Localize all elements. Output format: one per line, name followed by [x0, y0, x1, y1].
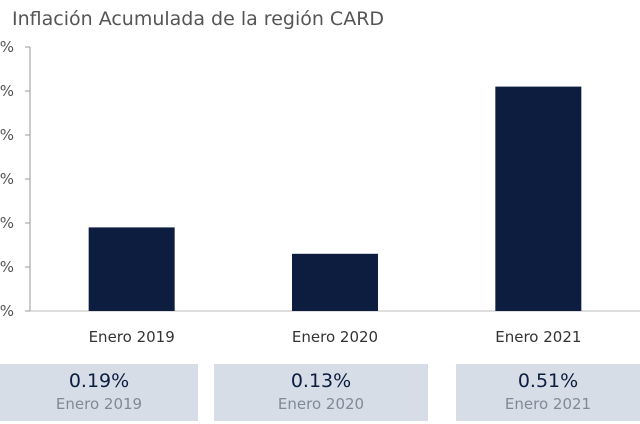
bar [88, 227, 175, 311]
y-tick-label: % [0, 38, 14, 56]
summary-card-2021: 0.51% Enero 2021 [456, 364, 640, 421]
summary-label: Enero 2019 [55, 395, 143, 413]
y-tick-label: % [0, 126, 14, 144]
summary-label: Enero 2021 [504, 395, 592, 413]
x-category-label: Enero 2020 [292, 328, 378, 346]
y-tick-label: % [0, 170, 14, 188]
y-tick-label: % [0, 214, 14, 232]
x-category-label: Enero 2021 [495, 328, 581, 346]
summary-value: 0.51% [517, 370, 579, 392]
y-tick-label: % [0, 82, 14, 100]
summary-card-2019: 0.19% Enero 2019 [0, 364, 198, 421]
bar-chart: %%%%%%% Enero 2019 Enero 2020 Enero 2021 [0, 38, 640, 346]
bar [495, 86, 582, 311]
chart-title: Inflación Acumulada de la región CARD [12, 8, 385, 30]
x-category-label: Enero 2019 [89, 328, 175, 346]
summary-value: 0.13% [290, 370, 352, 392]
summary-value: 0.19% [68, 370, 130, 392]
summary-card-2020: 0.13% Enero 2020 [214, 364, 428, 421]
bar [292, 253, 378, 311]
y-tick-label: % [0, 258, 14, 276]
y-tick-label: % [0, 302, 14, 320]
summary-label: Enero 2020 [277, 395, 365, 413]
